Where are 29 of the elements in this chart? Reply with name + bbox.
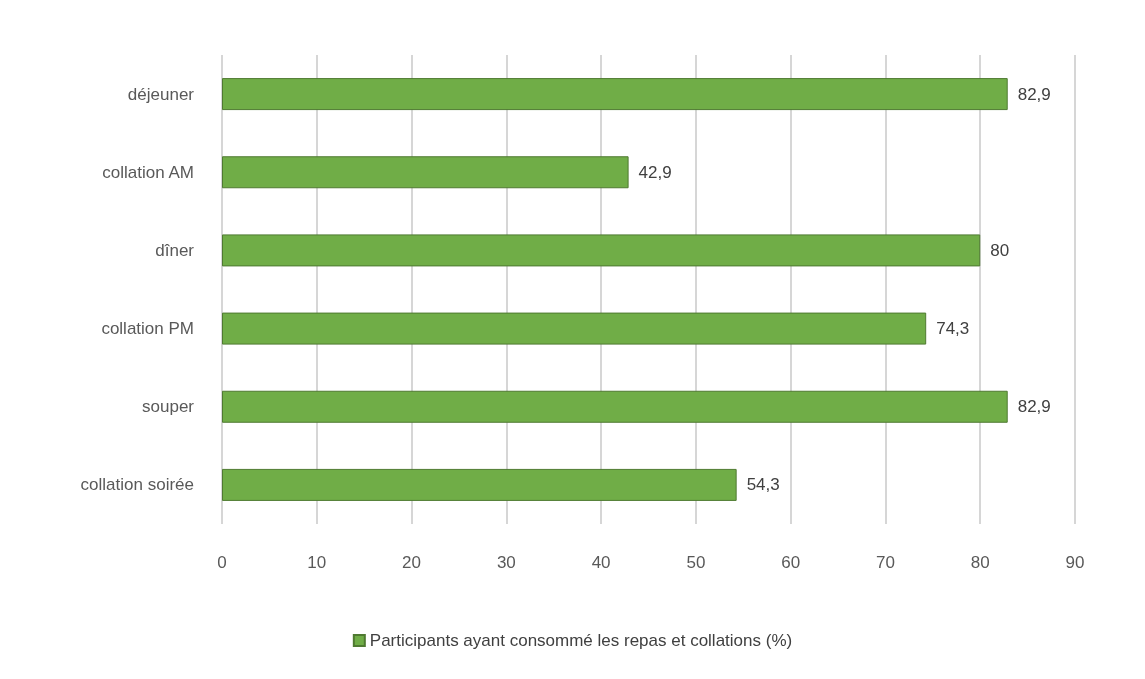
data-label: 82,9	[1017, 397, 1051, 417]
bar	[222, 234, 981, 267]
x-tick-label: 60	[781, 553, 801, 572]
data-label: 82,9	[1017, 84, 1051, 104]
x-tick-label: 80	[970, 553, 990, 572]
y-tick-label: déjeuner	[127, 84, 195, 104]
x-tick-label: 70	[875, 553, 895, 572]
y-tick-label: collation PM	[101, 319, 194, 339]
y-tick-label: collation AM	[102, 162, 194, 182]
x-tick-label: 90	[1065, 553, 1085, 572]
bar	[222, 312, 927, 345]
x-tick-label: 10	[307, 553, 327, 572]
y-tick-label: collation soirée	[80, 475, 194, 495]
data-label: 80	[990, 240, 1010, 260]
x-tick-label: 20	[402, 553, 422, 572]
x-tick-label: 0	[217, 553, 227, 572]
bar	[222, 156, 629, 189]
bar	[222, 468, 737, 501]
data-label: 54,3	[746, 475, 780, 495]
y-tick-label: souper	[142, 397, 195, 417]
bar	[222, 78, 1008, 111]
legend-label: Participants ayant consommé les repas et collations (%)	[369, 631, 793, 650]
bar	[222, 390, 1008, 423]
y-tick-label: dîner	[155, 240, 195, 260]
x-tick-label: 30	[496, 553, 516, 572]
x-tick-label: 50	[686, 553, 706, 572]
x-tick-label: 40	[591, 553, 611, 572]
data-label: 74,3	[936, 319, 970, 339]
data-label: 42,9	[638, 162, 672, 182]
